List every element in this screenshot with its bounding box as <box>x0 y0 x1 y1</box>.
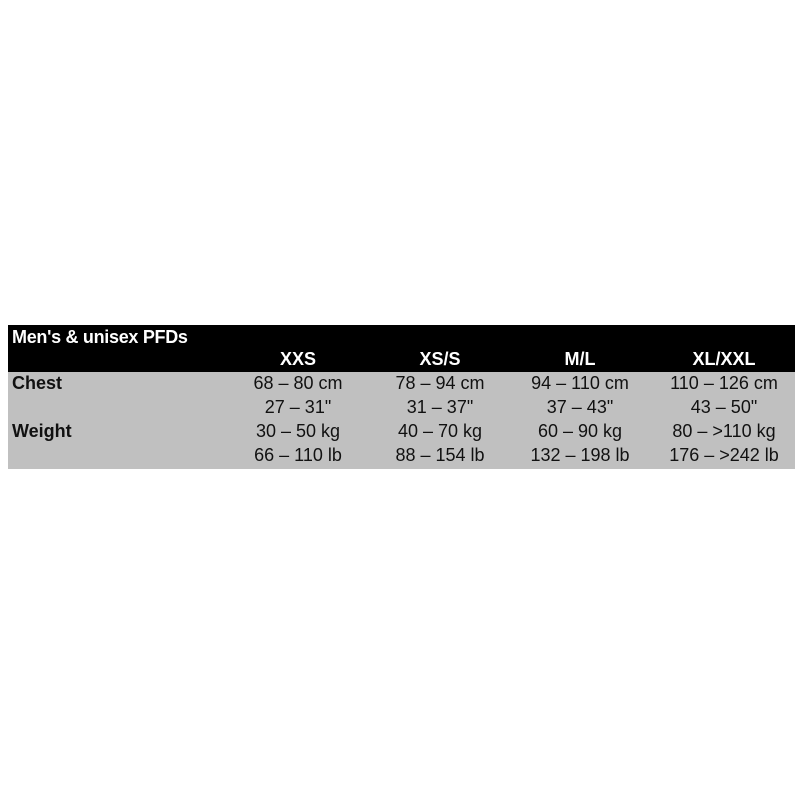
table-cell: 94 – 110 cm <box>531 373 629 393</box>
table-cell: 43 – 50" <box>690 397 758 417</box>
table-cell: 66 – 110 lb <box>254 445 342 465</box>
size-header-xl-xxl: XL/XXL <box>692 349 756 369</box>
table-cell: 110 – 126 cm <box>670 373 778 393</box>
table-cell: 80 – >110 kg <box>672 421 776 441</box>
table-cell: 78 – 94 cm <box>395 373 485 393</box>
size-chart-table: Men's & unisex PFDs XXS XS/S M/L XL/XXL … <box>8 325 795 469</box>
table-cell: 37 – 43" <box>546 397 614 417</box>
table-title: Men's & unisex PFDs <box>12 327 188 347</box>
table-cell: 31 – 37" <box>406 397 474 417</box>
table-cell: 132 – 198 lb <box>530 445 630 465</box>
table-cell: 40 – 70 kg <box>397 421 483 441</box>
table-cell: 30 – 50 kg <box>255 421 341 441</box>
table-cell: 176 – >242 lb <box>669 445 779 465</box>
size-header-xxs: XXS <box>279 349 317 369</box>
table-row: 27 – 31" 31 – 37" 37 – 43" 43 – 50" <box>8 396 795 420</box>
table-cell: 60 – 90 kg <box>537 421 623 441</box>
table-cell: 88 – 154 lb <box>395 445 485 465</box>
table-body: Chest 68 – 80 cm 78 – 94 cm 94 – 110 cm … <box>8 372 795 469</box>
row-label: Chest <box>12 373 63 393</box>
table-row: Weight 30 – 50 kg 40 – 70 kg 60 – 90 kg … <box>8 420 795 444</box>
row-label: Weight <box>12 421 72 441</box>
table-cell: 27 – 31" <box>264 397 332 417</box>
size-header-m-l: M/L <box>564 349 596 369</box>
table-cell: 68 – 80 cm <box>253 373 343 393</box>
table-row: Chest 68 – 80 cm 78 – 94 cm 94 – 110 cm … <box>8 372 795 396</box>
table-header: Men's & unisex PFDs XXS XS/S M/L XL/XXL <box>8 325 795 372</box>
size-header-xs-s: XS/S <box>419 349 461 369</box>
table-row: 66 – 110 lb 88 – 154 lb 132 – 198 lb 176… <box>8 444 795 468</box>
